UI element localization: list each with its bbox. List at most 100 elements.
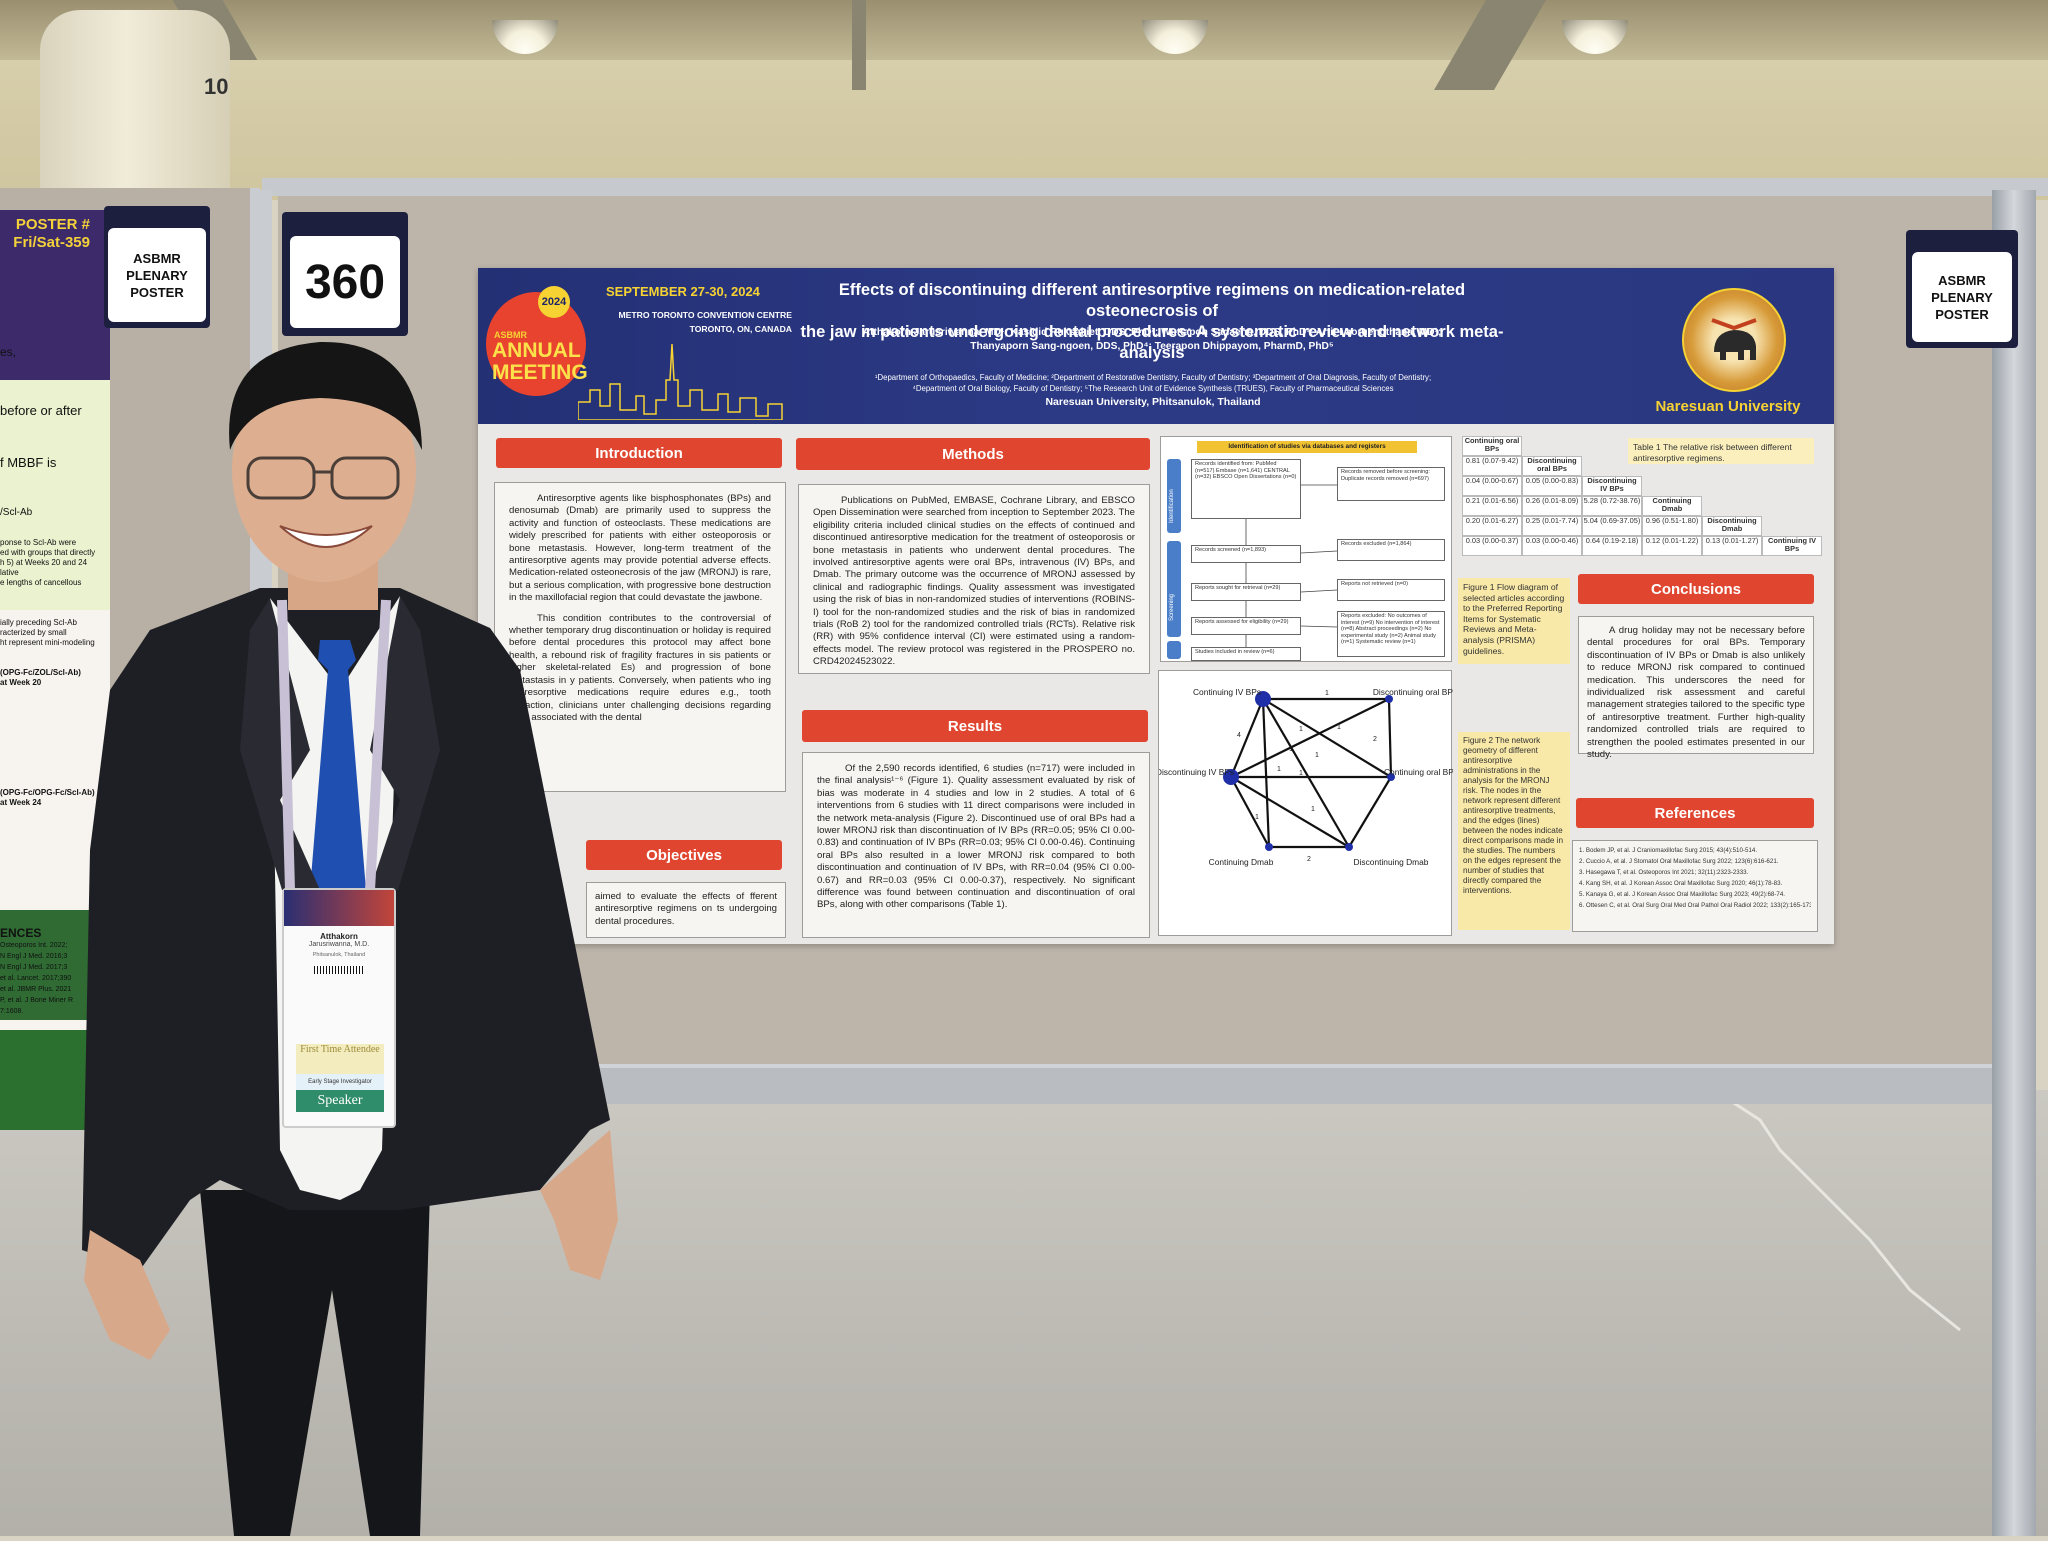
rr-table-cell: 0.03 (0.00-0.37): [1462, 536, 1522, 556]
prisma-box-identified: Records identified from: PubMed (n=517) …: [1191, 459, 1301, 519]
svg-text:1: 1: [1255, 814, 1259, 821]
poster-header: 2024 ASBMR ANNUAL MEETING SEPTEMBER 27-3…: [478, 268, 1834, 424]
left-poster-image: [0, 1030, 90, 1130]
network-node: [1255, 691, 1271, 707]
node-label-continuing-iv-bps: Continuing IV BPs: [1193, 687, 1261, 697]
badge-ribbon-speaker: Speaker: [296, 1090, 384, 1112]
rr-table-cell: Discontinuing IV BPs: [1582, 476, 1642, 496]
svg-text:2: 2: [1307, 856, 1311, 863]
table1-caption: Table 1 The relative risk between differ…: [1628, 438, 1814, 464]
elephant-icon: [1711, 318, 1757, 360]
name-badge: Atthakorn Jarusriwanna, M.D. Phitsanulok…: [282, 888, 396, 1128]
svg-text:1: 1: [1315, 752, 1319, 759]
svg-text:1: 1: [1337, 724, 1341, 731]
badge-last-name: Jarusriwanna, M.D.: [308, 941, 370, 948]
prisma-arrows: [1245, 484, 1338, 647]
objectives-heading: Objectives: [586, 840, 782, 870]
node-label-discontinuing-dmab: Discontinuing Dmab: [1354, 857, 1429, 867]
rr-table-cell: 0.21 (0.01-6.56): [1462, 496, 1522, 516]
results-heading: Results: [802, 710, 1148, 742]
right-plenary-sign: ASBMR PLENARY POSTER: [1906, 230, 2018, 348]
badge-barcode-icon: [314, 966, 364, 974]
floor-crack: [1719, 1092, 1961, 1332]
figure2-caption: Figure 2 The network geometry of differe…: [1458, 732, 1570, 930]
left-booth-number: POSTER # Fri/Sat-359: [13, 216, 90, 251]
node-label-continuing-dmab: Continuing Dmab: [1209, 857, 1274, 867]
university-seal-icon: [1682, 288, 1786, 392]
rr-table-cell: 0.03 (0.00-0.46): [1522, 536, 1582, 556]
objectives-section: aimed to evaluate the effects of fferent…: [586, 882, 786, 938]
left-poster-panel: [0, 380, 110, 610]
left-poster-text: es, before or after f MBBF is /Scl-Ab po…: [0, 345, 96, 1015]
reference-item: 1. Bodem JP, et al. J Craniomaxillofac S…: [1579, 847, 1758, 854]
badge-ribbon-early-stage: Early Stage Investigator: [296, 1074, 384, 1090]
meeting-venue: METRO TORONTO CONVENTION CENTRE TORONTO,…: [618, 310, 792, 334]
prisma-side-included: [1167, 641, 1181, 659]
references-section: 1. Bodem JP, et al. J Craniomaxillofac S…: [1572, 840, 1818, 932]
network-geometry-figure: 1 1 1 2 1 1 4 1 1 1 1 2 Continuing IV BP…: [1156, 670, 1458, 936]
prisma-box-reports-excluded: Reports excluded: No outcomes of interes…: [1337, 611, 1445, 657]
prisma-box-not-retrieved: Reports not retrieved (n=0): [1337, 579, 1445, 601]
rr-table-cell: 0.05 (0.00-0.83): [1522, 476, 1582, 496]
relative-risk-table: Continuing oral BPs 0.81 (0.07-9.42) Disco…: [1462, 436, 1826, 564]
svg-text:4: 4: [1237, 732, 1241, 739]
rr-table-cell: 0.20 (0.01-6.27): [1462, 516, 1522, 536]
back-wall: [0, 60, 2048, 200]
reference-item: 2. Cuccio A, et al. J Stomatol Oral Maxi…: [1579, 858, 1779, 865]
svg-text:2: 2: [1373, 736, 1377, 743]
rr-table-cell: 5.04 (0.69-37.05): [1582, 516, 1642, 536]
rr-table-cell: Continuing oral BPs: [1462, 436, 1522, 456]
prisma-flow-diagram: Identification of studies via databases …: [1160, 436, 1452, 662]
rr-table-cell: Continuing Dmab: [1642, 496, 1702, 516]
introduction-heading: Introduction: [496, 438, 782, 468]
svg-text:1: 1: [1277, 766, 1281, 773]
rr-table-cell: 0.81 (0.07-9.42): [1462, 456, 1522, 476]
rr-table-cell: Discontinuing oral BPs: [1522, 456, 1582, 476]
rr-table-cell: Continuing IV BPs: [1762, 536, 1822, 556]
board-post-right: [1992, 190, 2036, 1536]
reference-item: 4. Kang SH, et al. J Korean Assoc Oral M…: [1579, 880, 1783, 887]
rr-table-cell: 0.13 (0.01-1.27): [1702, 536, 1762, 556]
methods-section: Publications on PubMed, EMBASE, Cochrane…: [798, 484, 1150, 674]
meeting-title: ANNUAL MEETING: [492, 339, 588, 384]
meeting-year: 2024: [538, 286, 570, 318]
left-poster-image: [0, 910, 90, 1020]
university-name: Naresuan University: [1655, 398, 1801, 415]
svg-text:1: 1: [1289, 746, 1293, 753]
prisma-box-excluded: Records excluded (n=1,864): [1337, 539, 1445, 561]
rr-table-cell: 0.04 (0.00-0.67): [1462, 476, 1522, 496]
badge-first-name: Atthakorn: [320, 932, 358, 941]
svg-text:1: 1: [1325, 690, 1329, 697]
poster-affiliations: ¹Department of Orthopaedics, Faculty of …: [874, 373, 1432, 408]
badge-ribbon-first-time: First Time Attendee: [296, 1044, 384, 1074]
references-heading: References: [1576, 798, 1814, 828]
booth-number-sign: 360: [282, 212, 408, 336]
ceiling: [0, 0, 2048, 70]
rr-table-cell: 0.26 (0.01-8.09): [1522, 496, 1582, 516]
board-frame-top: [262, 178, 2048, 196]
conclusions-section: A drug holiday may not be necessary befo…: [1578, 616, 1814, 760]
results-section: Of the 2,590 records identified, 6 studi…: [802, 752, 1150, 938]
methods-heading: Methods: [796, 438, 1150, 470]
conclusions-heading: Conclusions: [1578, 574, 1814, 604]
prisma-side-identification: Identification: [1167, 459, 1181, 533]
introduction-section: Antiresorptive agents like bisphosphonat…: [494, 482, 786, 792]
prisma-box-included: Studies included in review (n=6): [1191, 647, 1301, 661]
prisma-box-removed: Records removed before screening: Duplic…: [1337, 467, 1445, 501]
figure1-caption: Figure 1 Flow diagram of selected articl…: [1458, 578, 1570, 664]
rr-table-cell: Discontinuing Dmab: [1702, 516, 1762, 536]
meeting-dates: SEPTEMBER 27-30, 2024: [606, 284, 760, 299]
prisma-box-assessed: Reports assessed for eligibility (n=29): [1191, 617, 1301, 635]
network-plot: 1 1 1 2 1 1 4 1 1 1 1 2 Continuing IV BP…: [1156, 687, 1458, 867]
prisma-box-screened: Records screened (n=1,893): [1191, 545, 1301, 563]
meeting-org: ASBMR: [494, 330, 527, 340]
reference-item: 6. Ottesen C, et al. Oral Surg Oral Med …: [1579, 902, 1811, 909]
meeting-logo: [486, 292, 586, 396]
rr-table-cell: 5.28 (0.72-38.76): [1582, 496, 1642, 516]
toronto-skyline-icon: [578, 343, 783, 420]
reference-item: 5. Kanaya G, et al. J Korean Assoc Oral …: [1579, 891, 1786, 898]
node-label-continuing-oral-bps: Continuing oral BPs: [1384, 767, 1453, 777]
pillar-number: 10: [204, 74, 229, 99]
node-label-discontinuing-iv-bps: Discontinuing IV BPs: [1159, 767, 1234, 777]
badge-affiliation: Phitsanulok, Thailand: [312, 952, 366, 958]
